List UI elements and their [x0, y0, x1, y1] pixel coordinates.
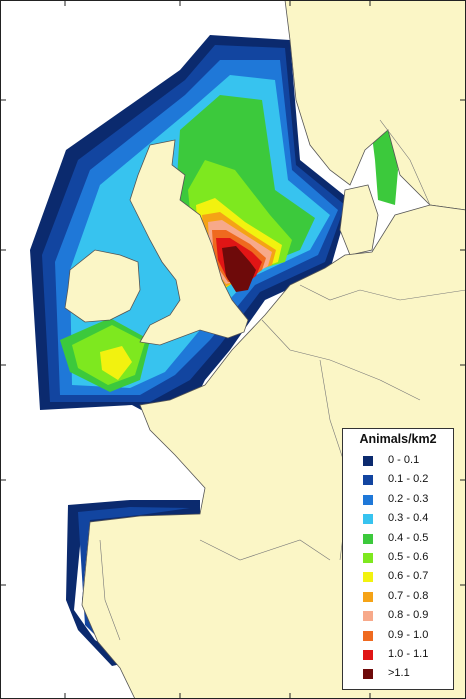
- border-line: [199, 539, 331, 561]
- legend-swatch: [363, 669, 373, 680]
- border-line: [299, 284, 466, 301]
- legend-label: 0.7 - 0.8: [388, 589, 429, 602]
- legend-title: Animals/km2: [359, 432, 437, 446]
- legend-label: 1.0 - 1.1: [388, 648, 429, 660]
- map-legend: Animals/km2 0 - 0.1 0.1 - 0.2 0.2 - 0.3 0.3…: [342, 428, 454, 690]
- legend-item: >1.1: [363, 666, 453, 682]
- band-0.6-0.7: [100, 346, 132, 380]
- national-borders: [99, 119, 466, 641]
- legend-label: 0.4 - 0.5: [388, 531, 429, 544]
- legend-item: 0.3 - 0.4: [363, 511, 453, 527]
- legend-swatch: [363, 553, 373, 563]
- legend-label: 0.6 - 0.7: [388, 570, 429, 583]
- legend-swatch: [363, 650, 373, 660]
- legend-item: 0.1 - 0.2: [363, 472, 453, 488]
- border-line: [379, 119, 431, 206]
- legend-item: 0.4 - 0.5: [363, 531, 453, 547]
- legend-swatch: [363, 533, 373, 544]
- legend-label: 0.8 - 0.9: [388, 609, 429, 622]
- border-line: [261, 319, 421, 401]
- legend-swatch: [363, 514, 373, 525]
- legend-item: 0.6 - 0.7: [363, 569, 453, 585]
- landmass-denmark: [339, 184, 379, 256]
- legend-item: 0.2 - 0.3: [363, 492, 453, 508]
- legend-swatch: [363, 456, 373, 466]
- legend-label: 0.2 - 0.3: [388, 492, 429, 505]
- legend-item: 0 - 0.1: [363, 453, 453, 469]
- legend-item: 0.5 - 0.6: [363, 550, 453, 566]
- legend-label: 0.1 - 0.2: [388, 473, 429, 486]
- legend-label: >1.1: [388, 667, 410, 680]
- legend-label: 0 - 0.1: [388, 454, 420, 466]
- legend-item: 0.9 - 1.0: [363, 628, 453, 644]
- legend-swatch: [363, 572, 373, 583]
- landmass-britain: [129, 139, 249, 346]
- legend-item: 0.7 - 0.8: [363, 589, 453, 605]
- band-0.1-0.2-iberia: [78, 507, 190, 640]
- landmass-ireland: [64, 249, 141, 323]
- landmass-scandinavia: [284, 0, 466, 211]
- legend-swatch: [363, 591, 373, 602]
- legend-item: 1.0 - 1.1: [363, 647, 453, 663]
- legend-label: 0.3 - 0.4: [388, 512, 429, 525]
- legend-swatch: [363, 475, 373, 486]
- legend-swatch: [363, 630, 373, 641]
- band-above-1.1: [222, 246, 256, 292]
- legend-item: 0.8 - 0.9: [363, 608, 453, 624]
- land: [64, 0, 466, 699]
- legend-swatch: [363, 611, 373, 622]
- legend-label: 0.9 - 1.0: [388, 628, 429, 641]
- border-line: [99, 539, 121, 641]
- legend-label: 0.5 - 0.6: [388, 551, 429, 563]
- legend-swatch: [363, 494, 373, 505]
